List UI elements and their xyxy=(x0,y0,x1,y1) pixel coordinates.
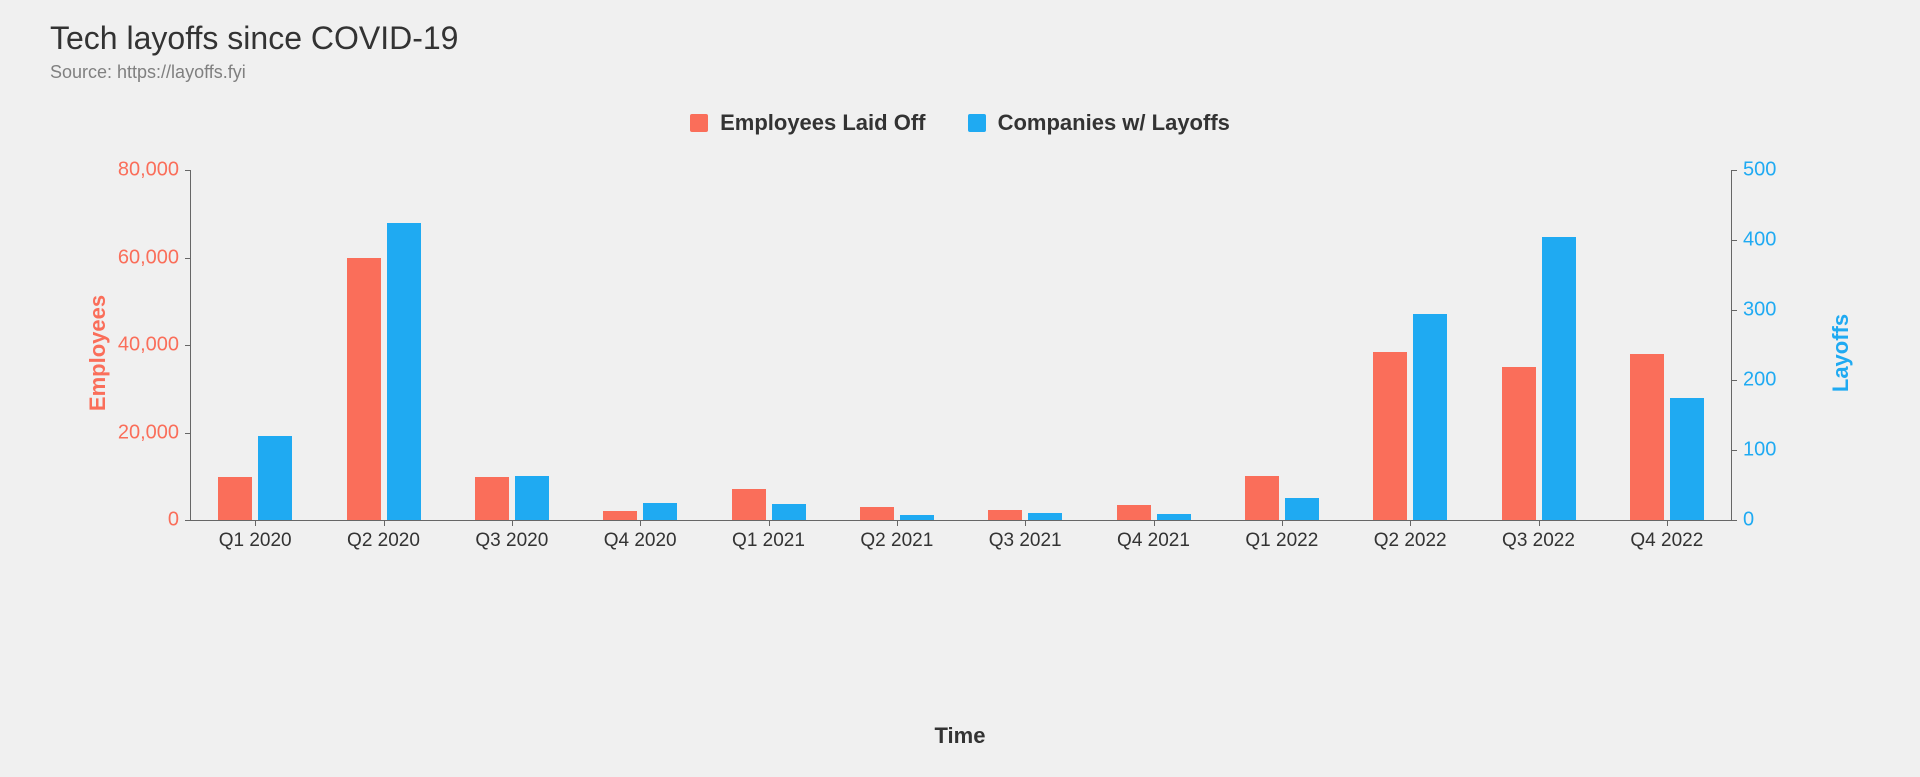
y-axis-right-label: Layoffs xyxy=(1828,314,1854,392)
y-left-tick-label: 0 xyxy=(168,509,179,532)
bar-employees xyxy=(1373,352,1407,520)
y-right-tick-label: 0 xyxy=(1743,509,1754,532)
y-left-tick-label: 60,000 xyxy=(118,246,179,269)
x-tick-label: Q4 2020 xyxy=(604,530,677,552)
x-tick-mark xyxy=(897,520,898,526)
x-tick-mark xyxy=(1539,520,1540,526)
bar-employees xyxy=(988,510,1022,520)
y-left-tick-mark xyxy=(185,433,191,434)
bar-employees xyxy=(1117,505,1151,520)
bar-companies xyxy=(772,504,806,520)
bar-employees xyxy=(475,477,509,520)
y-left-tick-label: 40,000 xyxy=(118,334,179,357)
x-tick-mark xyxy=(1025,520,1026,526)
bar-employees xyxy=(218,477,252,520)
y-left-tick-mark xyxy=(185,520,191,521)
x-tick-mark xyxy=(1154,520,1155,526)
bar-companies xyxy=(1413,314,1447,521)
x-tick-label: Q3 2022 xyxy=(1502,530,1575,552)
x-tick-label: Q1 2021 xyxy=(732,530,805,552)
y-right-tick-label: 300 xyxy=(1743,299,1776,322)
bar-companies xyxy=(387,223,421,521)
bar-companies xyxy=(1028,513,1062,520)
x-tick-label: Q4 2022 xyxy=(1630,530,1703,552)
y-right-tick-label: 400 xyxy=(1743,229,1776,252)
bar-employees xyxy=(860,507,894,520)
y-right-tick-mark xyxy=(1731,170,1737,171)
bar-employees xyxy=(1245,476,1279,520)
x-tick-mark xyxy=(1282,520,1283,526)
y-left-tick-label: 20,000 xyxy=(118,421,179,444)
y-left-tick-mark xyxy=(185,345,191,346)
y-left-tick-label: 80,000 xyxy=(118,159,179,182)
y-right-tick-mark xyxy=(1731,520,1737,521)
legend-swatch-companies xyxy=(968,114,986,132)
bar-companies xyxy=(1670,398,1704,521)
x-tick-label: Q2 2021 xyxy=(860,530,933,552)
y-right-tick-label: 100 xyxy=(1743,439,1776,462)
x-tick-label: Q2 2022 xyxy=(1374,530,1447,552)
x-tick-mark xyxy=(640,520,641,526)
legend-label-companies: Companies w/ Layoffs xyxy=(998,110,1230,136)
bar-employees xyxy=(732,489,766,521)
bar-companies xyxy=(1285,498,1319,520)
x-tick-label: Q3 2021 xyxy=(989,530,1062,552)
plot-area: 020,00040,00060,00080,000010020030040050… xyxy=(190,170,1732,521)
legend-swatch-employees xyxy=(690,114,708,132)
bar-companies xyxy=(258,436,292,520)
x-tick-mark xyxy=(769,520,770,526)
chart-title: Tech layoffs since COVID-19 xyxy=(50,20,458,57)
y-left-tick-mark xyxy=(185,170,191,171)
x-tick-mark xyxy=(255,520,256,526)
legend-item-companies: Companies w/ Layoffs xyxy=(968,110,1230,136)
y-right-tick-mark xyxy=(1731,450,1737,451)
bar-companies xyxy=(515,476,549,520)
x-tick-label: Q3 2020 xyxy=(475,530,548,552)
y-right-tick-label: 200 xyxy=(1743,369,1776,392)
bar-companies xyxy=(643,503,677,521)
bar-companies xyxy=(1542,237,1576,521)
chart-subtitle: Source: https://layoffs.fyi xyxy=(50,62,246,83)
y-axis-left-label: Employees xyxy=(85,295,111,411)
y-right-tick-mark xyxy=(1731,310,1737,311)
y-right-tick-mark xyxy=(1731,240,1737,241)
bar-companies xyxy=(1157,514,1191,520)
x-tick-label: Q2 2020 xyxy=(347,530,420,552)
legend: Employees Laid Off Companies w/ Layoffs xyxy=(0,110,1920,138)
bar-employees xyxy=(1630,354,1664,520)
y-right-tick-mark xyxy=(1731,380,1737,381)
x-tick-mark xyxy=(1410,520,1411,526)
legend-label-employees: Employees Laid Off xyxy=(720,110,925,136)
legend-item-employees: Employees Laid Off xyxy=(690,110,925,136)
y-left-tick-mark xyxy=(185,258,191,259)
x-tick-label: Q4 2021 xyxy=(1117,530,1190,552)
x-tick-mark xyxy=(512,520,513,526)
x-axis-label: Time xyxy=(0,723,1920,749)
bar-employees xyxy=(603,511,637,520)
bar-employees xyxy=(1502,367,1536,520)
bar-employees xyxy=(347,258,381,521)
y-right-tick-label: 500 xyxy=(1743,159,1776,182)
x-tick-label: Q1 2022 xyxy=(1245,530,1318,552)
x-tick-mark xyxy=(384,520,385,526)
x-tick-mark xyxy=(1667,520,1668,526)
chart-container: { "title": "Tech layoffs since COVID-19"… xyxy=(0,0,1920,777)
x-tick-label: Q1 2020 xyxy=(219,530,292,552)
bar-companies xyxy=(900,515,934,520)
